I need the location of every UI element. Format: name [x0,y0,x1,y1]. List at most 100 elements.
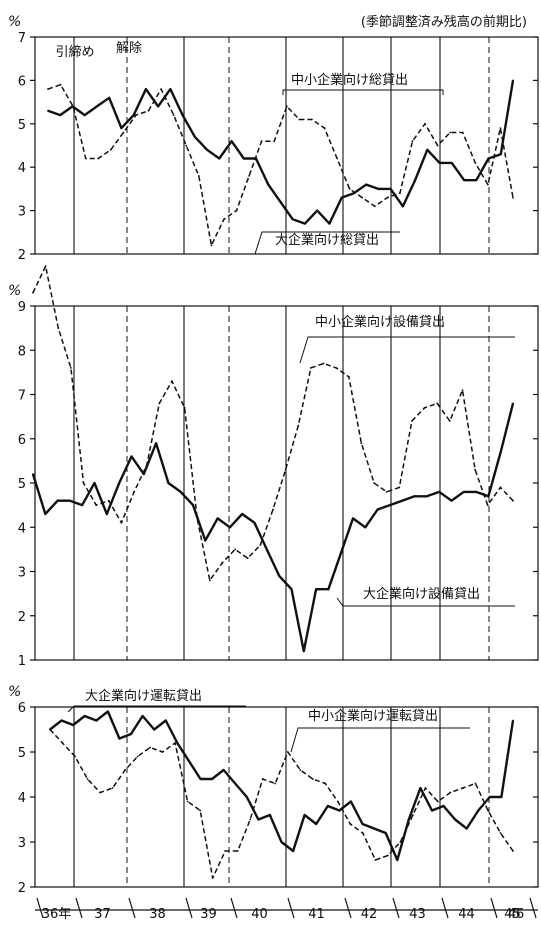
data-point [499,832,502,834]
data-point [130,455,133,458]
data-point [82,482,85,484]
data-point [96,105,98,108]
data-point [316,209,319,212]
data-point [373,482,375,484]
data-point [265,548,268,551]
y-tick-label: 5 [18,746,26,761]
data-point [311,118,313,121]
x-period-tick [529,897,537,919]
y-tick-label: 5 [18,477,26,492]
data-point [449,131,452,134]
legend-leader-line [67,705,246,713]
data-point [438,162,441,164]
y-axis-unit: % [8,14,21,30]
data-point [398,486,401,489]
x-tick-label: 43 [409,907,426,922]
data-point [487,157,490,160]
data-point [60,719,63,722]
data-point [95,719,98,722]
data-point [192,504,194,506]
data-point [208,579,211,582]
data-point [255,157,257,160]
data-point [486,504,489,506]
data-point [257,818,260,821]
data-point [426,148,429,151]
data-point [44,513,47,515]
data-point [438,491,441,493]
data-point [211,778,213,780]
data-point [462,787,464,789]
data-point [118,482,121,484]
data-point [353,192,355,195]
data-point [72,724,75,726]
data-point [61,742,64,744]
y-tick-label: 7 [18,31,26,46]
data-point [285,105,288,108]
data-point [86,778,89,780]
data-point [274,782,277,785]
data-point [261,778,264,780]
data-point [279,201,282,203]
data-point [56,499,59,502]
data-point [348,188,351,190]
data-point [199,809,202,812]
data-point [402,205,404,208]
data-point [141,715,144,717]
data-point [242,157,245,160]
x-period-tick [185,897,193,919]
data-point [105,513,108,515]
event-label: 解除 [116,41,142,56]
data-point [304,222,306,225]
data-point [327,588,330,591]
data-point [499,153,502,156]
y-tick-label: 4 [18,161,26,176]
y-tick-label: 2 [18,248,26,263]
data-point [488,796,491,798]
data-point [423,406,426,409]
data-point [145,88,147,90]
data-point [339,552,342,555]
data-point [512,499,514,502]
x-tick-label: 41 [308,907,325,922]
data-point [399,192,401,195]
data-point [436,144,439,147]
data-point [474,162,477,164]
legend-leader-line [299,336,515,364]
data-point [322,362,325,365]
series-label: 中小企業向け総貸出 [291,72,408,88]
data-point [512,850,514,852]
data-point [172,114,175,116]
data-point [450,162,453,164]
data-point [361,196,364,199]
data-point [107,499,110,502]
data-point [69,499,71,502]
data-point [361,823,364,825]
data-point [487,495,490,498]
y-tick-label: 5 [18,118,26,133]
data-point [204,539,207,542]
data-point [164,719,167,722]
data-point [273,140,276,143]
y-tick-label: 4 [18,791,26,806]
data-point [99,791,101,794]
data-point [442,805,445,807]
data-point [188,760,190,762]
data-point [174,742,177,744]
data-point [211,877,214,879]
data-point [132,114,135,116]
data-point [120,521,123,524]
y-tick-label: 6 [18,701,26,716]
data-point [298,118,301,121]
data-point [361,832,364,834]
data-point [153,728,156,731]
x-tick-label: 39 [200,907,217,922]
data-point [340,196,343,199]
data-point [487,183,489,186]
data-point [155,442,158,445]
data-point [234,548,237,551]
data-point [130,733,132,735]
data-point [135,114,137,116]
data-point [512,79,514,82]
data-point [512,402,514,405]
data-point [158,402,161,405]
